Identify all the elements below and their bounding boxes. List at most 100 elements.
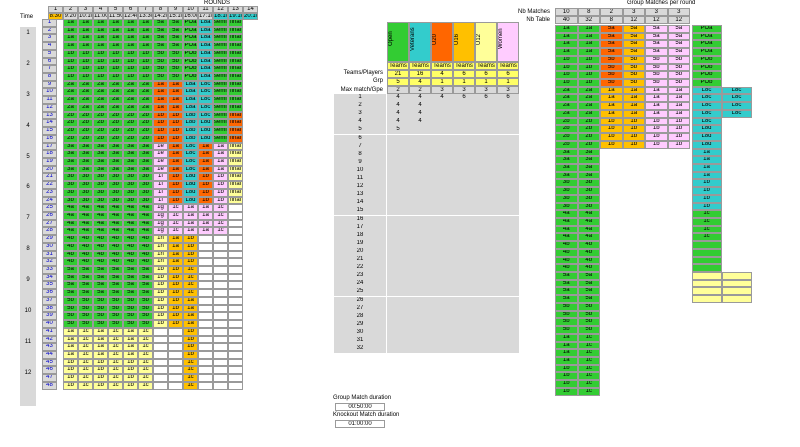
- mid-cell[interactable]: [453, 328, 475, 337]
- right-cell-open2[interactable]: 4b: [577, 241, 600, 249]
- right-cell-u12[interactable]: 5b: [645, 63, 668, 72]
- teams-players-cell[interactable]: 21: [387, 70, 409, 78]
- schedule-cell[interactable]: 1c: [183, 281, 198, 290]
- schedule-cell[interactable]: [228, 289, 243, 297]
- schedule-cell[interactable]: 1b: [138, 49, 153, 58]
- schedule-cell[interactable]: 2b: [78, 127, 93, 135]
- right-cell-open2[interactable]: 4b: [577, 256, 600, 265]
- right-cell-open[interactable]: 2a: [555, 109, 578, 118]
- schedule-cell[interactable]: 1c: [183, 358, 198, 367]
- mid-cell[interactable]: [475, 183, 497, 192]
- schedule-cell[interactable]: 1a: [198, 150, 213, 158]
- schedule-cell[interactable]: 3b: [138, 188, 153, 197]
- right-cell-u20[interactable]: 5b: [600, 55, 623, 64]
- mid-cell[interactable]: [387, 247, 409, 256]
- schedule-cell[interactable]: 2b: [108, 127, 123, 135]
- mid-cell[interactable]: [475, 215, 497, 224]
- schedule-cell[interactable]: 2b: [138, 111, 153, 120]
- right-cell-open2[interactable]: 4a: [577, 210, 600, 218]
- schedule-cell[interactable]: 5b: [168, 65, 183, 74]
- schedule-cell[interactable]: semif a: [213, 96, 228, 104]
- schedule-cell[interactable]: 3b: [123, 181, 138, 189]
- row-number[interactable]: 7: [42, 65, 57, 74]
- schedule-cell[interactable]: final: [228, 103, 243, 112]
- right-semi-cell[interactable]: 1c: [691, 233, 722, 242]
- schedule-cell[interactable]: L8c: [198, 111, 213, 120]
- category-u20[interactable]: U20: [431, 22, 453, 62]
- right-cell-open[interactable]: 2a: [555, 94, 578, 103]
- schedule-cell[interactable]: final: [228, 34, 243, 43]
- right-cell-open2[interactable]: 3b: [577, 194, 600, 203]
- schedule-cell[interactable]: 2a: [108, 96, 123, 104]
- schedule-cell[interactable]: 5a: [153, 19, 168, 27]
- schedule-cell[interactable]: 1b: [153, 111, 168, 120]
- schedule-cell[interactable]: 1b: [168, 289, 183, 297]
- nb-matches-cell[interactable]: 8: [577, 8, 600, 16]
- schedule-cell[interactable]: L8d: [183, 196, 198, 205]
- schedule-cell[interactable]: 4a: [108, 219, 123, 228]
- schedule-cell[interactable]: 4a: [138, 204, 153, 212]
- schedule-cell[interactable]: 1a: [93, 343, 108, 351]
- schedule-cell[interactable]: 1c: [108, 366, 123, 375]
- row-number[interactable]: 9: [42, 80, 57, 89]
- schedule-cell[interactable]: 2a: [108, 80, 123, 89]
- schedule-cell[interactable]: 1b: [78, 73, 93, 81]
- max-cell[interactable]: 3: [431, 86, 453, 94]
- mid-cell[interactable]: [475, 102, 497, 111]
- round-header[interactable]: 7: [138, 6, 153, 13]
- schedule-cell[interactable]: 4a: [63, 219, 78, 228]
- mid-cell[interactable]: [431, 280, 453, 289]
- schedule-cell[interactable]: 1c: [183, 273, 198, 282]
- schedule-cell[interactable]: 1a: [198, 212, 213, 220]
- mid-row-number[interactable]: 30: [334, 328, 386, 337]
- schedule-cell[interactable]: 1a: [153, 80, 168, 89]
- mid-cell[interactable]: [409, 175, 431, 184]
- mid-cell[interactable]: [497, 280, 519, 289]
- mid-cell[interactable]: [387, 223, 409, 232]
- right-final-cell[interactable]: [691, 295, 722, 303]
- schedule-cell[interactable]: L8c: [183, 157, 198, 166]
- schedule-cell[interactable]: [213, 266, 228, 274]
- schedule-cell[interactable]: L8d: [183, 173, 198, 182]
- mid-cell[interactable]: [475, 110, 497, 119]
- schedule-cell[interactable]: [228, 242, 243, 251]
- mid-cell[interactable]: 4: [409, 94, 431, 103]
- right-cell-women[interactable]: 5b: [667, 71, 690, 80]
- schedule-cell[interactable]: 2a: [63, 80, 78, 89]
- schedule-cell[interactable]: 2b: [123, 119, 138, 128]
- schedule-cell[interactable]: 1a: [153, 88, 168, 97]
- mid-cell[interactable]: [475, 337, 497, 346]
- schedule-cell[interactable]: [213, 350, 228, 359]
- mid-cell[interactable]: [409, 134, 431, 143]
- nb-table-cell[interactable]: 40: [555, 16, 578, 24]
- schedule-cell[interactable]: 1b: [63, 73, 78, 81]
- mid-cell[interactable]: [475, 256, 497, 265]
- schedule-cell[interactable]: semif a: [213, 26, 228, 35]
- row-number[interactable]: 31: [42, 250, 57, 259]
- schedule-cell[interactable]: L8c: [198, 103, 213, 112]
- schedule-cell[interactable]: 5a: [108, 266, 123, 274]
- schedule-cell[interactable]: final: [228, 119, 243, 128]
- schedule-cell[interactable]: 1a: [138, 26, 153, 35]
- schedule-cell[interactable]: 1b: [153, 312, 168, 321]
- mid-cell[interactable]: [387, 166, 409, 175]
- mid-cell[interactable]: [453, 345, 475, 354]
- schedule-cell[interactable]: [228, 374, 243, 382]
- schedule-cell[interactable]: 1c: [78, 358, 93, 367]
- mid-cell[interactable]: [453, 288, 475, 297]
- schedule-cell[interactable]: 3a: [78, 150, 93, 158]
- mid-cell[interactable]: [431, 126, 453, 135]
- right-cell-open2[interactable]: 3b: [577, 179, 600, 188]
- mid-cell[interactable]: [409, 320, 431, 329]
- row-number[interactable]: 48: [42, 381, 57, 390]
- schedule-cell[interactable]: [228, 273, 243, 282]
- schedule-cell[interactable]: 5b: [123, 296, 138, 305]
- schedule-cell[interactable]: 5a: [153, 26, 168, 35]
- right-cell-open2[interactable]: 1c: [577, 372, 600, 381]
- right-cell-open2[interactable]: 2b: [577, 140, 600, 149]
- schedule-cell[interactable]: 3a: [138, 150, 153, 158]
- mid-cell[interactable]: [387, 304, 409, 313]
- mid-cell[interactable]: [497, 328, 519, 337]
- right-cell-open[interactable]: 5a: [555, 287, 578, 296]
- group-number[interactable]: 8: [20, 243, 36, 283]
